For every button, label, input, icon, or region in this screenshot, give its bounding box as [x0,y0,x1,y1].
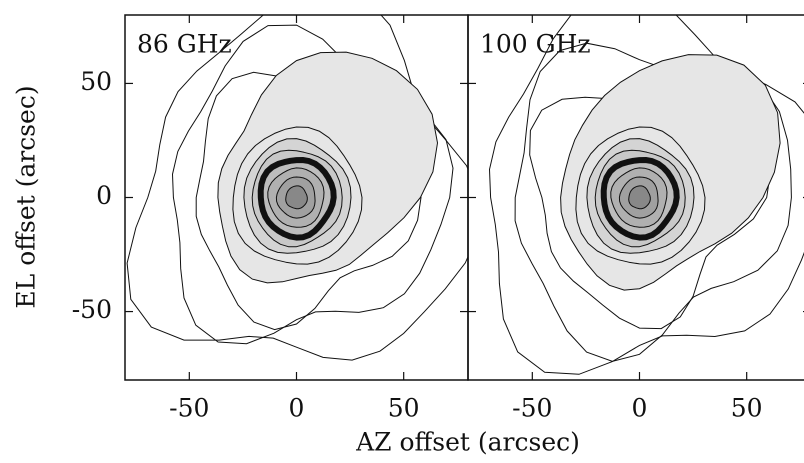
x-tick-label: -50 [169,394,209,423]
panel-title: 86 GHz [137,30,232,59]
y-axis-label: EL offset (arcsec) [12,85,41,308]
y-tick-label: 0 [96,181,112,210]
x-tick-label: 50 [731,394,763,423]
x-tick-label: 0 [632,394,648,423]
contour-panel [126,15,468,361]
x-axis-label: AZ offset (arcsec) [355,428,580,457]
y-tick-label: 50 [80,67,112,96]
y-tick-label: -50 [72,295,112,324]
contour-line [285,185,308,210]
x-tick-label: 0 [289,394,305,423]
x-tick-label: 50 [388,394,420,423]
x-tick-label: -50 [512,394,552,423]
panel-title: 100 GHz [480,30,591,59]
contour-line [628,185,651,210]
contour-panel [488,15,804,375]
contour-line [126,15,468,361]
